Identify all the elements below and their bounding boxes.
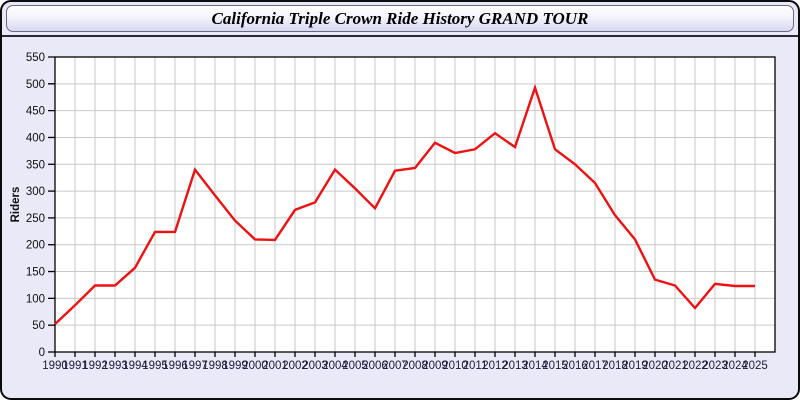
x-tick-label: 2010 xyxy=(442,360,468,372)
x-tick-label: 2024 xyxy=(722,360,748,372)
y-tick-label: 550 xyxy=(26,52,45,64)
x-tick-label: 2015 xyxy=(542,360,568,372)
x-tick-label: 2013 xyxy=(502,360,528,372)
x-tick-label: 2019 xyxy=(622,360,648,372)
x-tick-label: 2007 xyxy=(382,360,408,372)
x-tick-label: 2005 xyxy=(342,360,368,372)
x-tick-label: 2021 xyxy=(662,360,688,372)
x-tick-label: 2009 xyxy=(422,360,448,372)
y-tick-label: 50 xyxy=(32,320,45,332)
x-tick-label: 1999 xyxy=(222,360,248,372)
window-header: California Triple Crown Ride History GRA… xyxy=(2,2,798,37)
y-tick-label: 350 xyxy=(26,159,45,171)
x-tick-label: 2012 xyxy=(482,360,508,372)
x-tick-label: 2014 xyxy=(522,360,548,372)
x-tick-label: 2003 xyxy=(302,360,328,372)
x-tick-label: 1998 xyxy=(202,360,228,372)
title-bar: California Triple Crown Ride History GRA… xyxy=(6,5,794,32)
x-tick-label: 2004 xyxy=(322,360,348,372)
y-tick-label: 500 xyxy=(26,79,45,91)
y-tick-label: 0 xyxy=(39,347,45,359)
x-tick-label: 2000 xyxy=(242,360,268,372)
y-axis-label: Riders xyxy=(10,187,22,223)
x-tick-label: 2022 xyxy=(682,360,708,372)
x-tick-label: 1990 xyxy=(42,360,68,372)
x-tick-label: 2001 xyxy=(262,360,288,372)
y-tick-label: 200 xyxy=(26,240,45,252)
y-tick-label: 150 xyxy=(26,267,45,279)
x-tick-label: 2006 xyxy=(362,360,388,372)
x-tick-label: 1996 xyxy=(162,360,188,372)
x-tick-label: 2016 xyxy=(562,360,588,372)
x-tick-label: 2011 xyxy=(463,360,488,372)
x-tick-label: 2017 xyxy=(582,360,608,372)
y-tick-label: 450 xyxy=(26,106,45,118)
y-tick-label: 300 xyxy=(26,186,45,198)
x-tick-label: 2020 xyxy=(642,360,668,372)
y-tick-label: 250 xyxy=(26,213,45,225)
page-title: California Triple Crown Ride History GRA… xyxy=(211,8,589,28)
x-tick-label: 2025 xyxy=(742,360,768,372)
x-tick-label: 1991 xyxy=(62,360,88,372)
x-tick-label: 2008 xyxy=(402,360,428,372)
x-tick-label: 2002 xyxy=(282,360,308,372)
x-tick-label: 1994 xyxy=(122,360,148,372)
x-tick-label: 1997 xyxy=(182,360,208,372)
x-tick-label: 2023 xyxy=(702,360,728,372)
y-tick-label: 100 xyxy=(26,293,45,305)
x-tick-label: 1993 xyxy=(102,360,128,372)
x-tick-label: 1995 xyxy=(142,360,168,372)
x-tick-label: 1992 xyxy=(82,360,108,372)
y-tick-label: 400 xyxy=(26,132,45,144)
riders-series-line xyxy=(54,83,755,325)
x-tick-label: 2018 xyxy=(602,360,628,372)
